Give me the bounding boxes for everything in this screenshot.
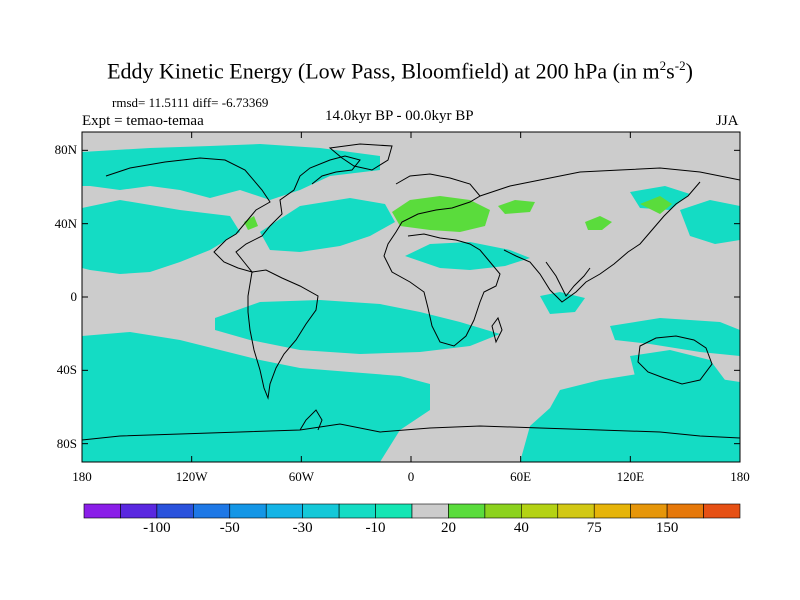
- coast-antarctica: [82, 423, 740, 441]
- green-region-europe: [392, 196, 490, 232]
- cyan-region-north-pacific: [82, 144, 380, 200]
- colorbar-cell: [557, 503, 595, 519]
- x-tick-label: 120W: [175, 469, 208, 484]
- colorbar-tick-label: 20: [440, 520, 456, 536]
- colorbar-cell: [703, 503, 741, 519]
- coast-madagascar: [491, 316, 503, 344]
- x-tick-label: 0: [407, 469, 415, 484]
- colorbar-cell: [229, 503, 267, 519]
- map-title: Eddy Kinetic Energy (Low Pass, Bloomfiel…: [107, 58, 693, 84]
- green-region-mongolia: [640, 196, 672, 214]
- y-tick-label: 40S: [56, 362, 77, 378]
- colorbar-cell: [83, 503, 121, 519]
- colorbar-cell: [666, 503, 704, 519]
- y-tick-label: 80N: [54, 142, 77, 158]
- cyan-region-south-pacific-band: [215, 300, 500, 354]
- anomaly-fields: [82, 143, 740, 462]
- y-tick-label: 40N: [54, 215, 77, 231]
- season-label: JJA: [716, 113, 739, 129]
- colorbar-cell: [630, 503, 668, 519]
- colorbar-tick-label: -10: [365, 520, 386, 536]
- x-tick-label: 180: [72, 469, 92, 484]
- colorbar-cell: [193, 503, 231, 519]
- green-region-east-asia: [585, 216, 612, 230]
- colorbar-cell: [521, 503, 559, 519]
- x-tick-label: 120E: [616, 469, 645, 484]
- coast-antarctic-peninsula: [299, 409, 323, 431]
- green-region-central-asia: [498, 200, 535, 214]
- coast-north-america: [105, 155, 361, 273]
- tick-marks: [81, 132, 741, 462]
- experiment-label: Expt = temao-temaa: [82, 113, 204, 129]
- coast-south-america: [247, 269, 319, 400]
- coast-greenland: [328, 143, 393, 171]
- colorbar-tick-label: -50: [219, 520, 240, 536]
- colorbar-cell: [338, 503, 376, 519]
- x-tick-label: 180: [730, 469, 750, 484]
- colorbar-cell: [120, 503, 158, 519]
- colorbar-cell: [593, 503, 631, 519]
- cyan-region-arabia: [540, 292, 585, 314]
- green-region-atlantic: [244, 216, 258, 230]
- cyan-region-south-indian: [610, 318, 740, 356]
- coast-india: [545, 261, 591, 297]
- cyan-region-north-pacific-2: [82, 200, 240, 274]
- y-tick-label: 80S: [56, 435, 77, 451]
- colorbar-cell: [375, 503, 413, 519]
- coast-asia: [479, 167, 740, 303]
- y-tick-label: 0: [70, 289, 78, 304]
- colorbar-tick-label: 75: [586, 520, 602, 536]
- colorbar-tick-label: 40: [513, 520, 529, 536]
- colorbar-tick-label: -30: [292, 520, 313, 536]
- colorbar-cell: [448, 503, 486, 519]
- colorbar-cell: [302, 503, 340, 519]
- cyan-region-australia: [630, 350, 725, 398]
- x-tick-label: 60E: [510, 469, 532, 484]
- cyan-region-north-africa: [405, 242, 530, 270]
- cyan-region-north-atlantic: [260, 198, 395, 252]
- coastlines: [82, 143, 740, 441]
- cyan-region-east-pacific: [680, 200, 740, 244]
- coast-australia: [637, 335, 713, 385]
- stats-line: rmsd= 11.5111 diff= -6.73369: [112, 95, 269, 110]
- x-tick-label: 60W: [288, 469, 314, 484]
- colorbar-tick-label: 150: [655, 520, 679, 536]
- coast-europe-africa: [383, 173, 501, 347]
- colorbar-cell: [411, 503, 449, 519]
- colorbar-cell: [156, 503, 194, 519]
- colorbar-cell: [484, 503, 522, 519]
- colorbar-cell: [265, 503, 303, 519]
- colorbar-tick-label: -100: [143, 520, 171, 536]
- cyan-region-southern-ocean-west: [82, 332, 430, 462]
- period-label: 14.0kyr BP - 00.0kyr BP: [325, 108, 474, 124]
